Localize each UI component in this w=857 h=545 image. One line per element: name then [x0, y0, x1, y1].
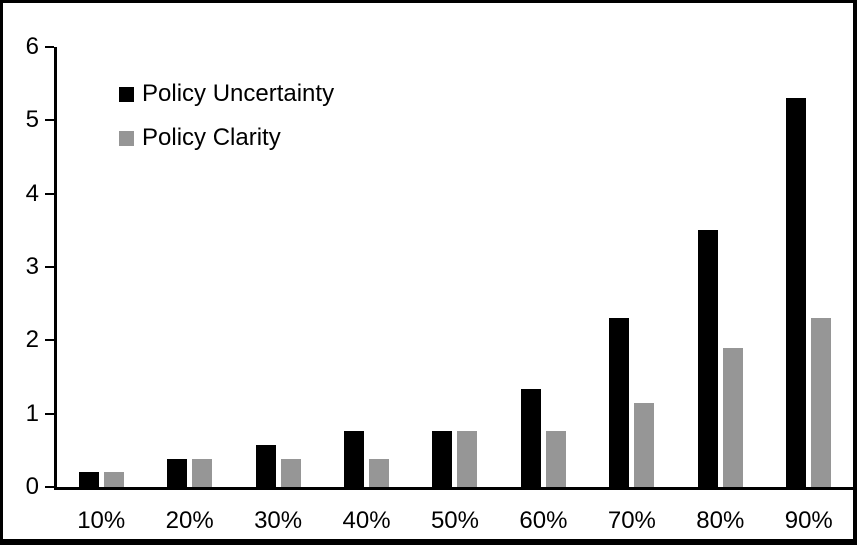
- bar-policy-clarity: [545, 431, 566, 487]
- bar-policy-clarity: [722, 348, 743, 487]
- bar-policy-uncertainty: [167, 459, 188, 487]
- x-category-label: 20%: [165, 507, 214, 534]
- bar-policy-clarity: [280, 459, 301, 487]
- y-tick-label: 5: [25, 106, 39, 134]
- x-category-label: 80%: [696, 507, 745, 534]
- legend-label-policy-clarity: Policy Clarity: [142, 124, 281, 151]
- legend-item-policy-uncertainty: Policy Uncertainty: [119, 80, 334, 108]
- x-category-label: 40%: [342, 507, 391, 534]
- x-category-label: 60%: [519, 507, 568, 534]
- x-category-label: 70%: [607, 507, 656, 534]
- y-tick-label: 0: [25, 473, 39, 500]
- bar-policy-clarity: [103, 472, 124, 487]
- bar-group-20%: [145, 459, 233, 487]
- x-category-label: 50%: [430, 507, 479, 534]
- y-tick-label: 6: [25, 33, 39, 60]
- bar-policy-clarity: [192, 459, 213, 487]
- bar-policy-uncertainty: [609, 318, 630, 487]
- y-tick-label: 4: [25, 179, 39, 207]
- legend-swatch-policy-uncertainty: [119, 86, 134, 102]
- y-tick-label: 3: [25, 253, 39, 280]
- bar-policy-clarity: [634, 403, 655, 487]
- y-tick: [45, 46, 54, 48]
- bar-policy-uncertainty: [344, 431, 365, 487]
- bar-policy-uncertainty: [520, 389, 541, 487]
- y-tick-label: 1: [25, 399, 39, 427]
- bar-policy-uncertainty: [697, 230, 718, 487]
- bar-group-30%: [234, 445, 322, 487]
- y-tick-label: 2: [25, 326, 39, 354]
- bar-policy-uncertainty: [255, 445, 276, 487]
- legend-item-policy-clarity: Policy Clarity: [119, 124, 334, 152]
- bar-policy-clarity: [811, 318, 832, 487]
- legend-swatch-policy-clarity: [119, 130, 134, 146]
- bar-policy-uncertainty: [78, 472, 99, 487]
- bar-policy-uncertainty: [432, 431, 453, 487]
- y-tick: [45, 412, 54, 415]
- bar-group-60%: [499, 389, 587, 487]
- y-tick: [45, 486, 54, 488]
- y-tick: [45, 119, 54, 122]
- bar-group-80%: [676, 230, 764, 487]
- plot-area: Policy Uncertainty Policy Clarity 0 1 2 3 4 5…: [26, 34, 853, 534]
- bar-policy-clarity: [369, 459, 390, 487]
- bar-group-90%: [765, 98, 853, 487]
- legend-label-policy-uncertainty: Policy Uncertainty: [142, 80, 335, 107]
- bar-group-10%: [57, 472, 145, 487]
- x-category-label: 30%: [254, 507, 303, 534]
- bar-group-50%: [411, 431, 499, 487]
- bar-group-40%: [322, 431, 410, 487]
- bar-policy-clarity: [457, 431, 478, 487]
- y-tick: [45, 339, 54, 342]
- x-category-label: 10%: [77, 507, 126, 534]
- y-tick: [45, 266, 54, 268]
- bar-policy-uncertainty: [786, 98, 807, 487]
- x-category-label: 90%: [784, 507, 833, 534]
- legend: Policy Uncertainty Policy Clarity: [119, 80, 334, 152]
- y-tick: [45, 192, 54, 195]
- bar-group-70%: [588, 318, 676, 487]
